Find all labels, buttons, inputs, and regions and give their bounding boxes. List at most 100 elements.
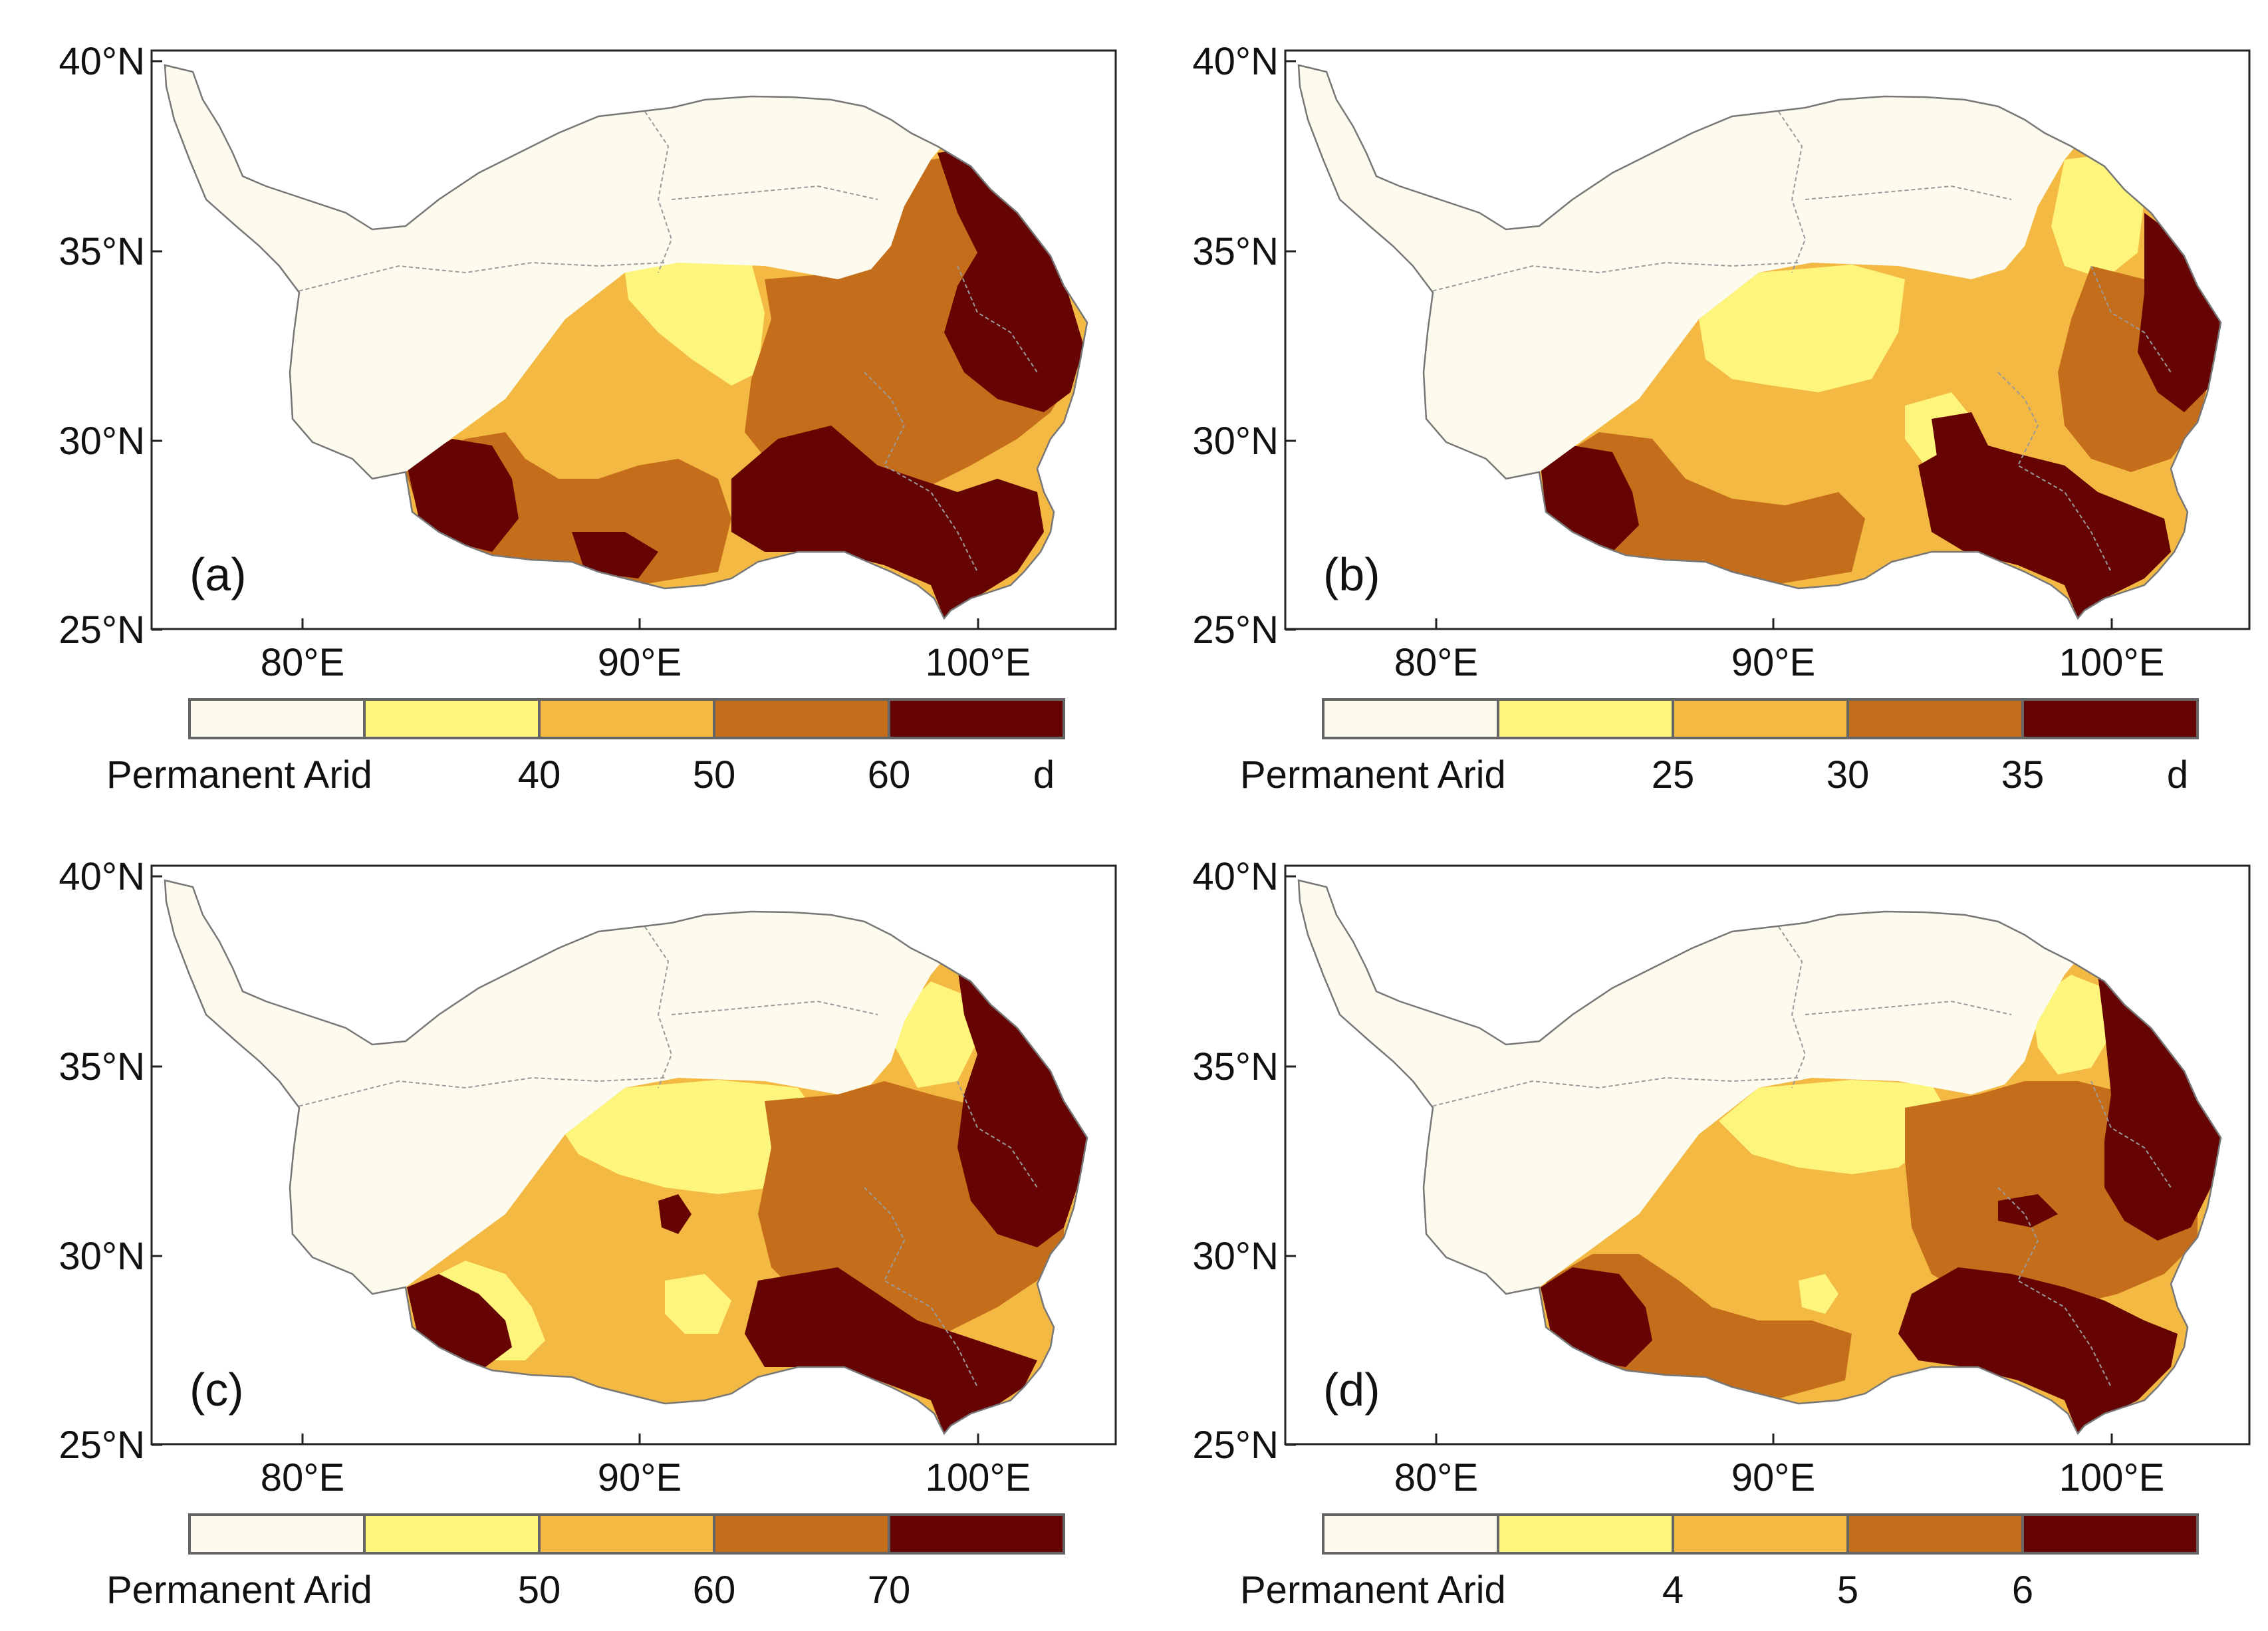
legend-swatch bbox=[713, 1513, 890, 1555]
panel-c: 40°N 35°N 30°N 25°N 80°E 90°E 100°E (c) Permanen… bbox=[0, 815, 1134, 1630]
legend-label-arid: Permanent Arid bbox=[1240, 753, 1506, 797]
panel-a: 40°N 35°N 30°N 25°N 80°E 90°E 100°E (a) Permanen… bbox=[0, 0, 1134, 815]
lat-tick-label: 35°N bbox=[1192, 230, 1279, 273]
legend-swatch bbox=[1672, 1513, 1849, 1555]
contour-fills bbox=[165, 880, 1087, 1434]
legend-swatch bbox=[888, 1513, 1065, 1555]
map-frame bbox=[150, 49, 1117, 630]
province-border bbox=[671, 1000, 878, 1015]
contour-fills bbox=[1299, 65, 2221, 618]
plateau-outline bbox=[1297, 64, 2222, 620]
map-frame bbox=[1284, 49, 2251, 630]
legend-threshold-label: 60 bbox=[693, 1568, 736, 1612]
panel-label: (d) bbox=[1323, 1364, 1380, 1416]
legend-swatch bbox=[1497, 1513, 1674, 1555]
plateau-outline bbox=[164, 879, 1088, 1436]
lon-tick-label: 90°E bbox=[1731, 1456, 1815, 1499]
contour-region-c1 bbox=[2031, 975, 2111, 1074]
legend-threshold-label: 50 bbox=[518, 1568, 561, 1612]
province-border bbox=[1997, 372, 2112, 572]
legend-swatch bbox=[188, 698, 366, 739]
map-frame bbox=[150, 864, 1117, 1445]
legend-swatch bbox=[538, 698, 715, 739]
legend-unit-label: d bbox=[1033, 753, 1055, 797]
legend-label-arid: Permanent Arid bbox=[106, 753, 372, 797]
legend-swatch bbox=[1672, 698, 1849, 739]
lat-tick-label: 25°N bbox=[59, 608, 145, 652]
map-frame bbox=[1284, 864, 2251, 1445]
legend-threshold-label: 40 bbox=[518, 753, 561, 797]
legend-swatch bbox=[1322, 1513, 1499, 1555]
legend-threshold-label: 30 bbox=[1827, 753, 1870, 797]
legend-swatch bbox=[1497, 698, 1674, 739]
contour-region-c4 bbox=[745, 1267, 1037, 1434]
province-border bbox=[1778, 111, 1807, 273]
lon-tick-label: 80°E bbox=[261, 641, 344, 684]
legend-threshold-label: 4 bbox=[1662, 1568, 1684, 1612]
province-border bbox=[292, 1076, 666, 1108]
province-border bbox=[292, 261, 666, 293]
province-border bbox=[644, 926, 673, 1088]
panel-label: (b) bbox=[1323, 549, 1380, 600]
legend-swatch bbox=[1846, 698, 2024, 739]
lat-tick-label: 35°N bbox=[59, 230, 145, 273]
legend-swatch bbox=[1322, 698, 1499, 739]
map-panel-svg: 40°N 35°N 30°N 25°N 80°E 90°E 100°E (b) Permanen… bbox=[1192, 40, 2251, 797]
legend-swatch bbox=[363, 698, 541, 739]
legend-swatch bbox=[2021, 698, 2199, 739]
province-border bbox=[864, 372, 978, 572]
lat-tick-label: 40°N bbox=[1192, 855, 1279, 898]
legend-swatch bbox=[1846, 1513, 2024, 1555]
province-border bbox=[957, 1080, 1038, 1188]
lon-tick-label: 100°E bbox=[926, 641, 1031, 684]
contour-region-c4 bbox=[2138, 213, 2221, 412]
lat-tick-label: 30°N bbox=[59, 420, 145, 463]
province-border bbox=[1997, 1187, 2112, 1388]
contour-region-c4 bbox=[1918, 439, 2171, 618]
lon-tick-label: 90°E bbox=[1731, 641, 1815, 684]
plateau-outline bbox=[1297, 879, 2222, 1436]
lon-tick-label: 80°E bbox=[261, 1456, 344, 1499]
lat-tick-label: 40°N bbox=[1192, 40, 1279, 83]
legend-threshold-label: 6 bbox=[2012, 1568, 2033, 1612]
panel-label: (c) bbox=[189, 1364, 244, 1416]
legend-threshold-label: 60 bbox=[868, 753, 911, 797]
lon-tick-label: 100°E bbox=[2059, 641, 2165, 684]
lat-tick-label: 30°N bbox=[59, 1235, 145, 1278]
province-border bbox=[957, 265, 1038, 373]
legend-threshold-label: 5 bbox=[1837, 1568, 1858, 1612]
lat-tick-label: 40°N bbox=[59, 40, 145, 83]
lat-tick-label: 30°N bbox=[1192, 1235, 1279, 1278]
contour-region-c4 bbox=[1932, 412, 1991, 479]
lat-tick-label: 25°N bbox=[59, 1424, 145, 1467]
province-border bbox=[864, 1187, 978, 1388]
legend-swatch bbox=[888, 698, 1065, 739]
province-border bbox=[2090, 1080, 2172, 1188]
province-border bbox=[1805, 185, 2012, 200]
legend-threshold-label: 35 bbox=[2001, 753, 2045, 797]
lon-tick-label: 80°E bbox=[1394, 1456, 1478, 1499]
contour-region-c4 bbox=[658, 1194, 692, 1234]
contour-region-c1 bbox=[665, 1274, 731, 1334]
map-panel-svg: 40°N 35°N 30°N 25°N 80°E 90°E 100°E (c) Permanen… bbox=[59, 855, 1117, 1612]
province-border bbox=[2090, 265, 2172, 373]
contour-region-c4 bbox=[407, 439, 519, 552]
contour-region-c1 bbox=[625, 263, 765, 386]
legend-threshold-label: 70 bbox=[868, 1568, 911, 1612]
contour-region-c4 bbox=[1541, 1267, 1652, 1367]
province-border bbox=[644, 111, 673, 273]
lat-tick-label: 40°N bbox=[59, 855, 145, 898]
province-border bbox=[1778, 926, 1807, 1088]
lat-tick-label: 30°N bbox=[1192, 420, 1279, 463]
lon-tick-label: 90°E bbox=[598, 1456, 682, 1499]
map-panel-svg: 40°N 35°N 30°N 25°N 80°E 90°E 100°E (d) Permanen… bbox=[1192, 855, 2251, 1612]
lat-tick-label: 35°N bbox=[1192, 1045, 1279, 1088]
contour-fills bbox=[165, 65, 1087, 618]
lat-tick-label: 35°N bbox=[59, 1045, 145, 1088]
contour-region-c4 bbox=[1541, 445, 1639, 552]
lon-tick-label: 80°E bbox=[1394, 641, 1478, 684]
contour-region-c1 bbox=[1719, 1080, 1945, 1174]
contour-region-c4 bbox=[938, 146, 1084, 412]
province-border bbox=[1426, 1076, 1799, 1108]
